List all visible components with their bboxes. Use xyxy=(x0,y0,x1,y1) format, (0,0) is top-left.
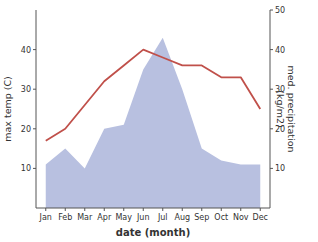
y2-tick xyxy=(270,49,273,50)
y-tick xyxy=(33,168,36,169)
x-axis-line xyxy=(36,208,270,209)
x-tick xyxy=(162,208,163,211)
plot-area xyxy=(46,38,261,208)
y2-tick-label: 10 xyxy=(275,164,285,173)
precipitation-area xyxy=(46,38,261,208)
temperature-line xyxy=(46,50,261,141)
y-tick xyxy=(33,128,36,129)
x-tick-label: Jun xyxy=(136,213,150,222)
x-tick xyxy=(240,208,241,211)
chart-container: 102030401020304050JanFebMarAprMayJunJulA… xyxy=(0,0,318,242)
chart: 102030401020304050JanFebMarAprMayJunJulA… xyxy=(0,0,318,242)
x-tick xyxy=(143,208,144,211)
x-tick-label: Jan xyxy=(39,213,52,222)
x-tick-label: Oct xyxy=(214,213,228,222)
y-axis-label: max temp (C) xyxy=(2,76,13,142)
x-tick-label: Apr xyxy=(97,213,112,222)
y2-axis-label-line: (kg/m2) xyxy=(275,90,286,127)
y2-axis-label-line: med. precipitation xyxy=(286,65,297,152)
x-tick-label: May xyxy=(115,213,132,222)
y2-tick xyxy=(270,128,273,129)
x-tick-label: Jul xyxy=(157,213,168,222)
y2-tick xyxy=(270,10,273,11)
y-axis-line xyxy=(36,10,37,208)
y2-axis-label: med. precipitation(kg/m2) xyxy=(275,65,298,152)
x-tick xyxy=(260,208,261,211)
y-tick xyxy=(33,89,36,90)
x-tick-label: Dec xyxy=(253,213,268,222)
y2-tick xyxy=(270,168,273,169)
y2-axis-line xyxy=(270,10,271,208)
x-tick xyxy=(201,208,202,211)
x-tick xyxy=(221,208,222,211)
y2-tick xyxy=(270,89,273,90)
x-tick xyxy=(104,208,105,211)
x-tick xyxy=(182,208,183,211)
x-tick-label: Feb xyxy=(58,213,72,222)
y-tick-label: 30 xyxy=(21,85,31,94)
x-tick-label: Sep xyxy=(194,213,209,222)
y-tick xyxy=(33,49,36,50)
x-tick-label: Nov xyxy=(233,213,249,222)
y2-tick-label: 50 xyxy=(275,6,285,15)
y-tick-label: 40 xyxy=(21,46,31,55)
x-tick xyxy=(65,208,66,211)
y2-tick-label: 40 xyxy=(275,46,285,55)
x-tick-label: Aug xyxy=(174,213,190,222)
x-tick-label: Mar xyxy=(77,213,93,222)
x-tick xyxy=(45,208,46,211)
x-axis-label: date (month) xyxy=(116,227,190,238)
y-tick-label: 20 xyxy=(21,125,31,134)
x-tick xyxy=(84,208,85,211)
y-tick-label: 10 xyxy=(21,164,31,173)
x-tick xyxy=(123,208,124,211)
